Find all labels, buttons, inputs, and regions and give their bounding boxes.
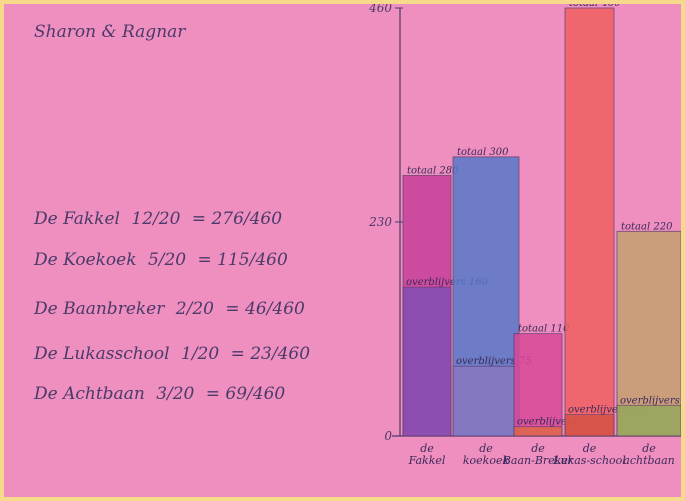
y-tick-label: 230: [368, 215, 392, 229]
paper-sheet: Sharon & Ragnar De Fakkel 12/20 = 276/46…: [4, 4, 681, 497]
fraction-value: 2/20: [175, 299, 214, 319]
fraction-result: = 115/460: [197, 250, 288, 270]
fraction-value: 5/20: [147, 250, 187, 270]
bar-total: [616, 230, 681, 437]
bar-overblijvers: [452, 365, 520, 437]
fraction-row: De Achtbaan 3/20 = 69/460: [34, 384, 291, 404]
fraction-result: = 276/460: [191, 209, 283, 229]
bar-label-total: totaal 460: [569, 4, 621, 9]
x-tick-label: de achtbaan: [623, 442, 674, 467]
bar-total: [513, 333, 563, 437]
bar-overblijvers: [402, 286, 452, 437]
fraction-name: De Baanbreker: [34, 299, 165, 319]
x-tick-label: de koekoek: [463, 442, 510, 467]
fraction-name: De Fakkel: [34, 209, 120, 229]
bar-label-total: totaal 300: [457, 147, 509, 158]
fraction-name: De Koekoek: [34, 250, 137, 270]
bar-label-total: totaal 220: [621, 221, 673, 232]
bar-label-total: totaal 110: [518, 324, 570, 335]
bar-overblijvers: [513, 426, 563, 437]
x-tick-label: de Baan-Breker: [502, 442, 574, 467]
x-tick-label: de Fakkel: [408, 442, 446, 467]
x-tick-label: de Lukas-school: [552, 442, 626, 467]
bar-total: [564, 7, 615, 437]
bar-chart: 0 230 460 totaal 280 overblijvers 160 de Fakke…: [368, 4, 681, 467]
fraction-result: = 23/460: [230, 344, 311, 364]
fraction-value: 12/20: [131, 209, 181, 229]
y-tick-label: 460: [368, 4, 392, 15]
fraction-name: De Achtbaan: [34, 384, 145, 404]
fraction-row: De Baanbreker 2/20 = 46/460: [34, 299, 311, 319]
bar-label-total: totaal 280: [407, 165, 459, 176]
fraction-result: = 69/460: [205, 384, 286, 404]
fraction-row: De Lukasschool 1/20 = 23/460: [34, 344, 316, 364]
fraction-value: 3/20: [156, 384, 195, 404]
bar-overblijvers: [564, 414, 615, 437]
fraction-result: = 46/460: [225, 299, 305, 319]
bar-label-overblijvers: overblijvers 75: [456, 356, 532, 367]
bar-label-overblijvers: overblijvers 160: [406, 277, 489, 288]
fraction-row: De Fakkel 12/20 = 276/460: [34, 209, 288, 229]
fraction-value: 1/20: [181, 344, 220, 364]
author-names: Sharon & Ragnar: [34, 22, 186, 42]
bar-label-overblijvers: overblijvers: [517, 417, 577, 428]
y-tick-label: 0: [384, 429, 392, 443]
fraction-name: De Lukasschool: [34, 344, 170, 364]
bar-label-overblijvers: overblijvers 33: [620, 395, 681, 406]
bar-overblijvers: [616, 404, 681, 437]
fraction-row: De Koekoek 5/20 = 115/460: [34, 250, 294, 270]
bar-label-overblijvers: overblijvers 23: [568, 405, 644, 416]
